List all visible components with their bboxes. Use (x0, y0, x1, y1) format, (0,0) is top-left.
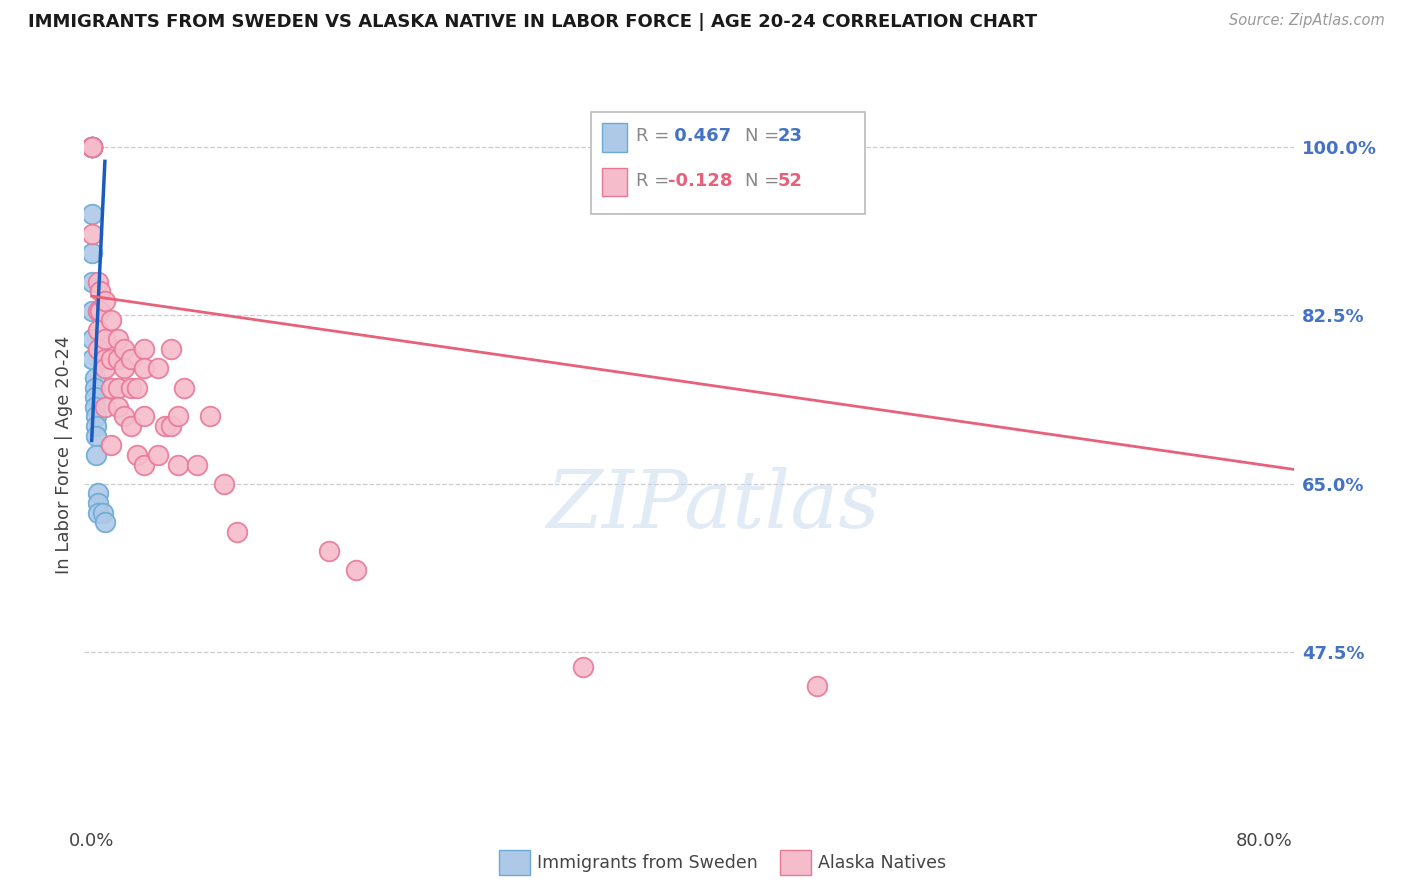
Point (318, 544, 340, 558)
Point (86, 342, 108, 356)
Point (100, 380, 122, 394)
Point (134, 409, 156, 424)
Text: IMMIGRANTS FROM SWEDEN VS ALASKA NATIVE IN LABOR FORCE | AGE 20-24 CORRELATION C: IMMIGRANTS FROM SWEDEN VS ALASKA NATIVE … (28, 13, 1038, 31)
Point (120, 380, 142, 394)
Text: 52: 52 (778, 172, 803, 190)
Point (84, 419, 107, 434)
Point (80, 245, 103, 260)
Text: -0.128: -0.128 (668, 172, 733, 190)
Text: R =: R = (636, 128, 675, 145)
Text: 23: 23 (778, 128, 803, 145)
Text: ZIPatlas: ZIPatlas (547, 467, 880, 545)
Text: 0.467: 0.467 (668, 128, 731, 145)
Point (94, 361, 117, 376)
Point (100, 438, 122, 452)
Point (100, 351, 122, 366)
Point (134, 458, 156, 472)
Point (100, 313, 122, 327)
Point (107, 351, 129, 366)
Point (112, 409, 135, 424)
Point (80, 140, 103, 154)
Point (107, 333, 129, 347)
Point (94, 333, 117, 347)
Text: Source: ZipAtlas.com: Source: ZipAtlas.com (1229, 13, 1385, 29)
Point (83, 371, 105, 385)
Point (80, 140, 103, 154)
Text: Immigrants from Sweden: Immigrants from Sweden (537, 855, 758, 872)
Point (89, 285, 111, 299)
Point (83, 380, 105, 394)
Point (134, 342, 156, 356)
Point (86, 496, 108, 510)
Point (80, 140, 103, 154)
Point (153, 419, 176, 434)
Text: N =: N = (745, 128, 785, 145)
Point (167, 409, 190, 424)
Point (86, 323, 108, 337)
Point (86, 506, 108, 520)
Point (107, 400, 129, 414)
Y-axis label: In Labor Force | Age 20-24: In Labor Force | Age 20-24 (55, 335, 73, 574)
Point (86, 275, 108, 289)
Point (173, 380, 195, 394)
Point (112, 361, 135, 376)
Text: R =: R = (636, 172, 675, 190)
Point (571, 659, 593, 673)
Point (83, 390, 105, 404)
Point (146, 448, 169, 462)
Point (80, 140, 103, 154)
Point (94, 400, 117, 414)
Point (80, 333, 103, 347)
Point (94, 516, 117, 530)
Point (80, 351, 103, 366)
Point (127, 380, 149, 394)
Point (146, 361, 169, 376)
Point (200, 409, 222, 424)
Point (186, 458, 208, 472)
Text: N =: N = (745, 172, 785, 190)
Point (120, 419, 142, 434)
Point (120, 351, 142, 366)
Point (80, 275, 103, 289)
Point (160, 342, 183, 356)
Point (160, 419, 183, 434)
Point (80, 207, 103, 221)
Point (127, 448, 149, 462)
Point (344, 563, 367, 577)
Point (94, 351, 117, 366)
Point (80, 227, 103, 241)
Point (212, 476, 235, 491)
Point (84, 448, 107, 462)
Point (80, 140, 103, 154)
Point (94, 293, 117, 308)
Point (112, 342, 135, 356)
Point (89, 303, 111, 318)
Point (167, 458, 190, 472)
Point (86, 486, 108, 500)
Point (83, 400, 105, 414)
Point (80, 140, 103, 154)
Point (86, 303, 108, 318)
Point (806, 679, 828, 693)
Text: Alaska Natives: Alaska Natives (818, 855, 946, 872)
Point (80, 140, 103, 154)
Point (80, 140, 103, 154)
Point (134, 361, 156, 376)
Point (225, 524, 247, 539)
Point (93, 506, 115, 520)
Point (107, 380, 129, 394)
Point (84, 428, 107, 442)
Point (84, 409, 107, 424)
Point (80, 303, 103, 318)
